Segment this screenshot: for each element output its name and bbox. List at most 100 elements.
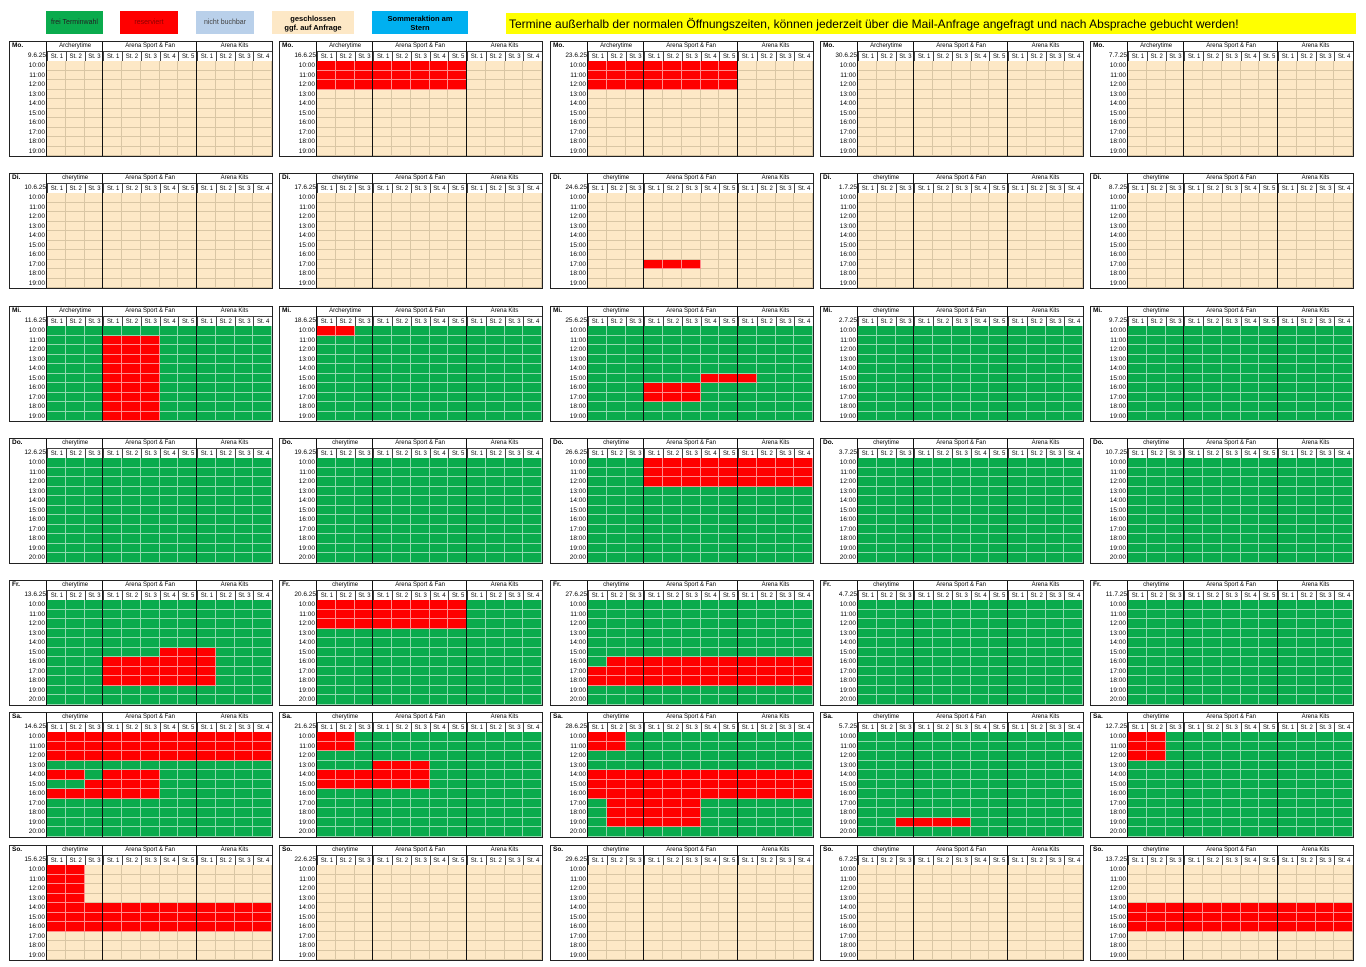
slot-cell[interactable] (700, 70, 720, 80)
slot-cell[interactable] (933, 278, 952, 288)
slot-cell[interactable] (1296, 335, 1316, 345)
slot-cell[interactable] (234, 345, 254, 355)
slot-cell[interactable] (794, 345, 813, 355)
slot-cell[interactable] (253, 240, 272, 250)
slot-cell[interactable] (1128, 373, 1147, 383)
slot-cell[interactable] (1259, 789, 1278, 799)
slot-cell[interactable] (738, 240, 757, 250)
slot-cell[interactable] (47, 467, 66, 477)
slot-cell[interactable] (354, 628, 374, 638)
slot-cell[interactable] (663, 70, 682, 80)
slot-cell[interactable] (1278, 250, 1297, 260)
slot-cell[interactable] (1259, 146, 1278, 156)
slot-cell[interactable] (933, 751, 952, 761)
slot-cell[interactable] (65, 70, 85, 80)
slot-cell[interactable] (140, 212, 160, 222)
slot-cell[interactable] (1128, 827, 1147, 837)
slot-cell[interactable] (84, 515, 104, 525)
slot-cell[interactable] (588, 345, 607, 355)
slot-cell[interactable] (65, 647, 85, 657)
slot-cell[interactable] (1064, 467, 1083, 477)
slot-cell[interactable] (1315, 70, 1335, 80)
slot-cell[interactable] (234, 364, 254, 374)
slot-cell[interactable] (1221, 108, 1241, 118)
slot-cell[interactable] (1296, 695, 1316, 705)
slot-cell[interactable] (951, 240, 971, 250)
slot-cell[interactable] (989, 609, 1008, 619)
slot-cell[interactable] (335, 486, 355, 496)
slot-cell[interactable] (1259, 676, 1278, 686)
slot-cell[interactable] (65, 335, 85, 345)
slot-cell[interactable] (197, 676, 216, 686)
slot-cell[interactable] (253, 364, 272, 374)
slot-cell[interactable] (1128, 817, 1147, 827)
slot-cell[interactable] (895, 751, 915, 761)
slot-cell[interactable] (1184, 70, 1203, 80)
slot-cell[interactable] (1278, 789, 1297, 799)
slot-cell[interactable] (103, 118, 122, 128)
slot-cell[interactable] (1064, 732, 1083, 742)
slot-cell[interactable] (1128, 741, 1147, 751)
slot-cell[interactable] (253, 137, 272, 147)
slot-cell[interactable] (895, 600, 915, 610)
slot-cell[interactable] (1146, 259, 1166, 269)
slot-cell[interactable] (1334, 221, 1353, 231)
slot-cell[interactable] (523, 231, 542, 241)
slot-cell[interactable] (876, 221, 896, 231)
slot-cell[interactable] (1334, 477, 1353, 487)
slot-cell[interactable] (1334, 193, 1353, 203)
slot-cell[interactable] (197, 808, 216, 818)
slot-cell[interactable] (1221, 751, 1241, 761)
slot-cell[interactable] (681, 619, 701, 629)
slot-cell[interactable] (523, 808, 542, 818)
slot-cell[interactable] (625, 240, 645, 250)
slot-cell[interactable] (253, 515, 272, 525)
slot-cell[interactable] (1278, 345, 1297, 355)
slot-cell[interactable] (1334, 817, 1353, 827)
slot-cell[interactable] (1278, 89, 1297, 99)
slot-cell[interactable] (410, 779, 430, 789)
slot-cell[interactable] (876, 402, 896, 412)
slot-cell[interactable] (140, 89, 160, 99)
slot-cell[interactable] (663, 193, 682, 203)
slot-cell[interactable] (103, 931, 122, 941)
slot-cell[interactable] (914, 619, 933, 629)
slot-cell[interactable] (738, 61, 757, 71)
slot-cell[interactable] (858, 638, 877, 648)
slot-cell[interactable] (47, 496, 66, 506)
slot-cell[interactable] (738, 202, 757, 212)
slot-cell[interactable] (625, 770, 645, 780)
slot-cell[interactable] (122, 231, 141, 241)
slot-cell[interactable] (215, 903, 235, 913)
slot-cell[interactable] (253, 534, 272, 544)
slot-cell[interactable] (1064, 354, 1083, 364)
slot-cell[interactable] (1315, 760, 1335, 770)
slot-cell[interactable] (215, 685, 235, 695)
slot-cell[interactable] (1008, 89, 1027, 99)
slot-cell[interactable] (47, 912, 66, 922)
slot-cell[interactable] (858, 99, 877, 109)
slot-cell[interactable] (663, 647, 682, 657)
slot-cell[interactable] (719, 240, 738, 250)
slot-cell[interactable] (448, 524, 467, 534)
slot-cell[interactable] (159, 477, 179, 487)
slot-cell[interactable] (467, 798, 486, 808)
slot-cell[interactable] (354, 108, 374, 118)
slot-cell[interactable] (215, 657, 235, 667)
slot-cell[interactable] (215, 137, 235, 147)
slot-cell[interactable] (700, 619, 720, 629)
slot-cell[interactable] (1334, 609, 1353, 619)
slot-cell[interactable] (1165, 666, 1185, 676)
slot-cell[interactable] (588, 335, 607, 345)
slot-cell[interactable] (178, 137, 197, 147)
slot-cell[interactable] (467, 458, 486, 468)
slot-cell[interactable] (335, 392, 355, 402)
slot-cell[interactable] (1221, 808, 1241, 818)
slot-cell[interactable] (504, 383, 524, 393)
slot-cell[interactable] (47, 817, 66, 827)
slot-cell[interactable] (681, 467, 701, 477)
slot-cell[interactable] (1165, 118, 1185, 128)
slot-cell[interactable] (1064, 619, 1083, 629)
slot-cell[interactable] (234, 543, 254, 553)
slot-cell[interactable] (625, 326, 645, 336)
